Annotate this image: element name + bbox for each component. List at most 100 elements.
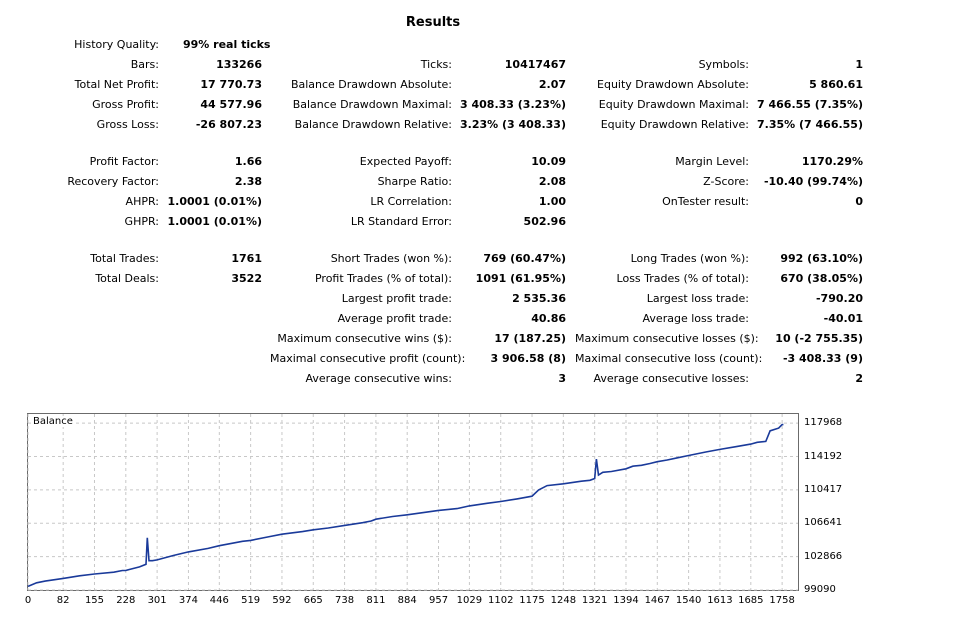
stat-label: Short Trades (won %): [330,252,452,265]
stat-label: Total Net Profit: [74,78,159,91]
stat-value: 670 (38.05%) [780,272,863,285]
stat-value: 10.09 [531,155,566,168]
y-tick-label: 99090 [804,584,836,595]
x-tick-label: 1102 [487,595,514,606]
stat-value: 3.23% (3 408.33) [460,118,566,131]
stat-label: Sharpe Ratio: [377,175,452,188]
stat-label: Maximal consecutive loss (count): [575,352,763,365]
x-tick-label: 82 [56,595,70,606]
x-tick-label: 884 [397,595,417,606]
x-tick-label: 228 [116,595,136,606]
stat-label: Equity Drawdown Relative: [600,118,749,131]
x-tick-label: 155 [84,595,105,606]
stat-value: 3 408.33 (3.23%) [460,98,566,111]
stat-label: OnTester result: [662,195,749,208]
x-tick-label: 519 [241,595,261,606]
stat-label: Gross Profit: [92,98,159,111]
x-tick-label: 374 [178,595,198,606]
stat-label: AHPR: [125,195,159,208]
balance-series-line [27,423,784,588]
stat-value: 1.0001 (0.01%) [167,195,263,208]
y-tick-label: 114192 [804,450,843,462]
stat-value: 1761 [231,252,262,265]
stat-value: 10417467 [504,58,566,71]
stat-label: Average consecutive wins: [305,372,452,385]
stat-value: 17 (187.25) [494,332,566,345]
stat-value: -790.20 [815,292,863,305]
stat-value: 2 [855,372,863,385]
stat-label: Symbols: [698,58,749,71]
stat-label: Long Trades (won %): [630,252,749,265]
stat-label: Largest loss trade: [646,292,749,305]
y-tick-label: 102866 [804,550,843,562]
stat-value: 2.08 [538,175,566,188]
x-tick-label: 957 [428,595,449,606]
stat-label: Profit Factor: [89,155,159,168]
stat-value: 2.38 [234,175,262,188]
stat-label: Balance Drawdown Relative: [294,118,452,131]
stat-label: Average consecutive losses: [593,372,749,385]
stat-value: 5 860.61 [809,78,863,91]
stat-label: Margin Level: [675,155,749,168]
x-tick-label: 446 [209,595,229,606]
stat-label: Maximum consecutive losses ($): [575,332,759,345]
x-tick-label: 738 [335,595,355,606]
stat-value: 17 770.73 [200,78,262,91]
x-tick-label: 1758 [769,595,795,606]
stat-value: 769 (60.47%) [483,252,566,265]
stat-value: 133266 [216,58,262,71]
stat-value: 1170.29% [801,155,863,168]
stat-value: 1 [855,58,863,71]
x-tick-label: 1467 [644,595,671,606]
stat-value: -3 408.33 (9) [782,352,863,365]
x-tick-label: 665 [303,595,323,606]
y-tick-label: 110417 [804,483,843,495]
stat-value: 1.66 [234,155,262,168]
stat-label: Balance Drawdown Absolute: [290,78,452,91]
history-quality-label: History Quality: [74,38,159,51]
x-tick-label: 1029 [456,595,483,606]
stat-label: LR Standard Error: [350,215,452,228]
chart-title: Balance [31,416,75,427]
stat-label: Balance Drawdown Maximal: [292,98,452,111]
stat-label: Average profit trade: [337,312,452,325]
stat-label: Largest profit trade: [341,292,452,305]
stat-value: 2 535.36 [512,292,566,305]
stat-value: 7 466.55 (7.35%) [757,98,863,111]
stat-value: 1.0001 (0.01%) [167,215,263,228]
stat-value: 3522 [231,272,262,285]
stat-value: 10 (-2 755.35) [775,332,863,345]
x-tick-label: 1540 [675,595,702,606]
stat-label: Recovery Factor: [67,175,159,188]
x-tick-label: 1613 [707,595,733,606]
stat-label: Gross Loss: [96,118,159,131]
stat-value: 992 (63.10%) [780,252,863,265]
stat-label: Equity Drawdown Absolute: [597,78,749,91]
stat-label: Equity Drawdown Maximal: [598,98,749,111]
y-tick-label: 106641 [804,517,843,529]
stat-label: Total Trades: [90,252,159,265]
stat-label: Total Deals: [95,272,159,285]
stat-value: 1.00 [538,195,566,208]
stat-label: LR Correlation: [370,195,452,208]
stat-label: Expected Payoff: [359,155,452,168]
stat-value: -10.40 (99.74%) [763,175,863,188]
stat-value: 3 906.58 (8) [490,352,566,365]
balance-chart [27,413,799,591]
report-title: Results [405,15,461,30]
stat-label: Ticks: [420,58,452,71]
stat-value: 7.35% (7 466.55) [757,118,863,131]
stat-value: 0 [855,195,863,208]
stat-label: Bars: [130,58,159,71]
stat-label: Average loss trade: [642,312,749,325]
stat-label: Maximum consecutive wins ($): [277,332,452,345]
y-tick-label: 117968 [804,417,843,429]
stat-value: 2.07 [538,78,566,91]
stat-value: 40.86 [531,312,566,325]
stat-label: Loss Trades (% of total): [616,272,749,285]
x-tick-label: 301 [147,595,167,606]
stat-label: GHPR: [124,215,159,228]
stat-value: 3 [558,372,566,385]
stat-label: Maximal consecutive profit (count): [270,352,466,365]
